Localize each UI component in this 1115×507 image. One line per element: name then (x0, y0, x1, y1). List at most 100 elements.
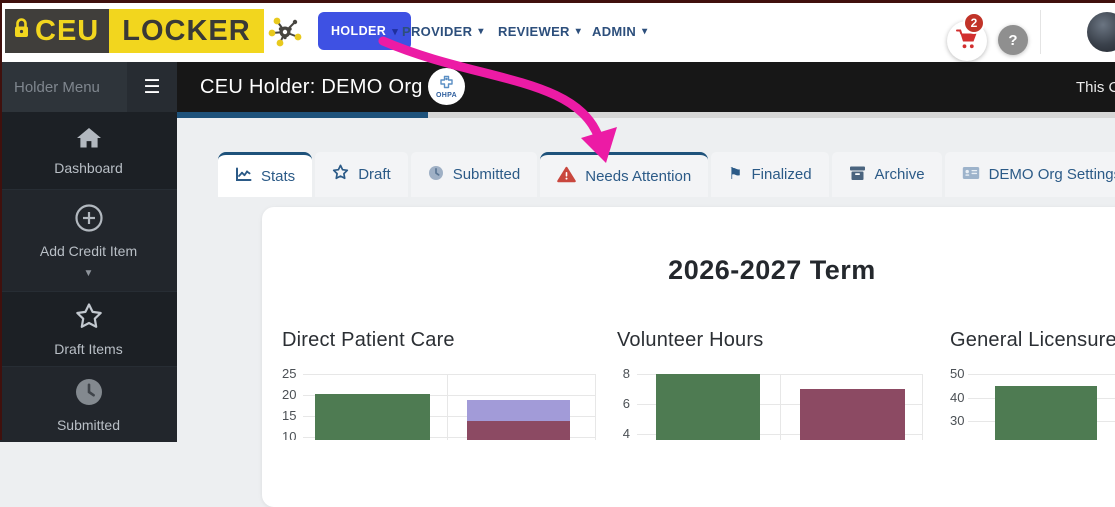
gridline (637, 434, 922, 435)
org-badge-label: OHPA (436, 91, 457, 99)
clock-icon (428, 165, 444, 185)
y-tick-label: 6 (622, 396, 630, 411)
tab-demo-org-settings[interactable]: DEMO Org Settings (944, 152, 1115, 197)
chart-general-licensure: General Licensure 50 40 30 (950, 329, 1115, 440)
chevron-down-icon: ▾ (478, 25, 484, 37)
bar-segment-maroon (800, 389, 905, 440)
question-icon: ? (1008, 31, 1018, 49)
tab-label: Draft (358, 166, 391, 183)
nav-admin-label: ADMIN (592, 23, 637, 39)
gridline (303, 437, 595, 438)
chart-title: Volunteer Hours (617, 329, 764, 351)
star-icon (332, 164, 349, 185)
tab-label: Archive (874, 166, 925, 183)
gridline (637, 374, 922, 375)
tab-archive[interactable]: Archive (831, 152, 942, 197)
gridline (447, 374, 448, 440)
chevron-down-icon: ▾ (392, 25, 399, 38)
y-tick-label: 15 (282, 408, 297, 423)
home-icon (75, 126, 103, 153)
sidebar-item-label: Add Credit Item (39, 242, 138, 259)
bar-segment-green (995, 385, 1097, 440)
cart-icon (955, 28, 979, 55)
nav-provider-dropdown[interactable]: PROVIDER ▾ (402, 0, 484, 62)
gridline (303, 374, 595, 375)
bar-segment-green (656, 374, 760, 440)
tab-stats[interactable]: Stats (218, 152, 313, 197)
cart-count-badge: 2 (963, 12, 985, 34)
sidebar-item-label: Submitted (56, 416, 121, 433)
cart-button[interactable] (947, 21, 987, 61)
term-title: 2026-2027 Term (668, 255, 876, 285)
molecule-icon (266, 13, 304, 54)
bar-segment-green (315, 393, 430, 440)
tab-label: Submitted (452, 166, 521, 183)
chart-volunteer-hours: Volunteer Hours 8 6 4 (617, 329, 935, 440)
bar-segment-maroon (467, 421, 570, 440)
nav-reviewer-dropdown[interactable]: REVIEWER ▾ (498, 0, 581, 62)
logo-text-locker: LOCKER (122, 14, 251, 47)
y-tick-label: 4 (622, 426, 630, 440)
avatar[interactable] (1087, 12, 1115, 52)
y-tick-label: 20 (282, 387, 297, 402)
scroll-track[interactable] (177, 112, 1115, 118)
tab-needs-attention[interactable]: Needs Attention (540, 152, 709, 197)
plus-circle-icon (74, 203, 104, 236)
tab-label: DEMO Org Settings (988, 166, 1115, 183)
gridline (595, 374, 596, 440)
sidebar-item-submitted[interactable]: Submitted (0, 367, 177, 442)
sidebar-item-add-credit-item[interactable]: Add Credit Item ▼ (0, 190, 177, 292)
id-card-icon (962, 166, 980, 184)
chart-plot: 25 20 15 10 (282, 329, 600, 440)
tab-draft[interactable]: Draft (315, 152, 408, 197)
chart-plot: 8 6 4 (617, 329, 935, 440)
y-tick-label: 10 (282, 429, 297, 440)
app-logo[interactable]: CEU LOCKER (5, 9, 264, 53)
logo-locker-block: LOCKER (109, 9, 264, 53)
topbar-divider (1040, 10, 1041, 54)
holder-tabs: Stats Draft Submitted Needs Attention (218, 152, 1115, 197)
tab-finalized[interactable]: ⚑ Finalized (711, 152, 829, 197)
sidebar-item-label: Dashboard (54, 159, 123, 176)
sidebar-item-dashboard[interactable]: Dashboard (0, 112, 177, 190)
chart-title: Direct Patient Care (282, 329, 455, 351)
gridline (637, 404, 922, 405)
chart-line-icon (235, 167, 252, 186)
org-badge[interactable]: OHPA (428, 68, 465, 105)
gridline (968, 374, 1115, 375)
sidebar-item-label: Draft Items (54, 340, 123, 357)
help-button[interactable]: ? (998, 25, 1028, 55)
hamburger-menu-button[interactable]: ☰ (127, 62, 177, 112)
archive-icon (849, 165, 866, 185)
chart-plot: 50 40 30 (950, 329, 1115, 440)
sidebar-item-draft-items[interactable]: Draft Items (0, 292, 177, 367)
logo-text-ceu: CEU (35, 14, 100, 47)
chevron-down-icon: ▾ (575, 25, 582, 37)
gridline (922, 374, 923, 440)
y-tick-label: 40 (950, 389, 965, 405)
chevron-down-icon: ▾ (642, 25, 648, 37)
tab-label: Finalized (751, 166, 812, 183)
scroll-indicator[interactable] (177, 112, 428, 118)
star-icon (74, 302, 104, 334)
gridline (303, 416, 595, 417)
clock-icon (74, 377, 104, 410)
warning-icon (557, 166, 577, 187)
y-tick-label: 25 (282, 366, 297, 381)
tab-submitted[interactable]: Submitted (410, 152, 538, 197)
lock-icon (12, 15, 31, 48)
y-tick-label: 8 (622, 366, 630, 381)
y-tick-label: 30 (950, 413, 965, 428)
appbar-right-text: This CE (1076, 78, 1115, 96)
gridline (780, 374, 781, 440)
nav-holder-label: HOLDER (331, 24, 387, 38)
dropdown-caret-icon[interactable]: ▼ (83, 267, 94, 279)
chart-title: General Licensure (950, 329, 1115, 351)
nav-holder-button[interactable]: HOLDER ▾ (318, 12, 412, 50)
nav-admin-dropdown[interactable]: ADMIN ▾ (592, 0, 647, 62)
nav-provider-label: PROVIDER (402, 23, 473, 39)
chart-direct-patient-care: Direct Patient Care 25 20 15 10 (282, 329, 600, 440)
tab-label: Stats (261, 167, 296, 185)
logo-ceu-block: CEU (5, 9, 110, 53)
tab-label: Needs Attention (585, 167, 692, 185)
